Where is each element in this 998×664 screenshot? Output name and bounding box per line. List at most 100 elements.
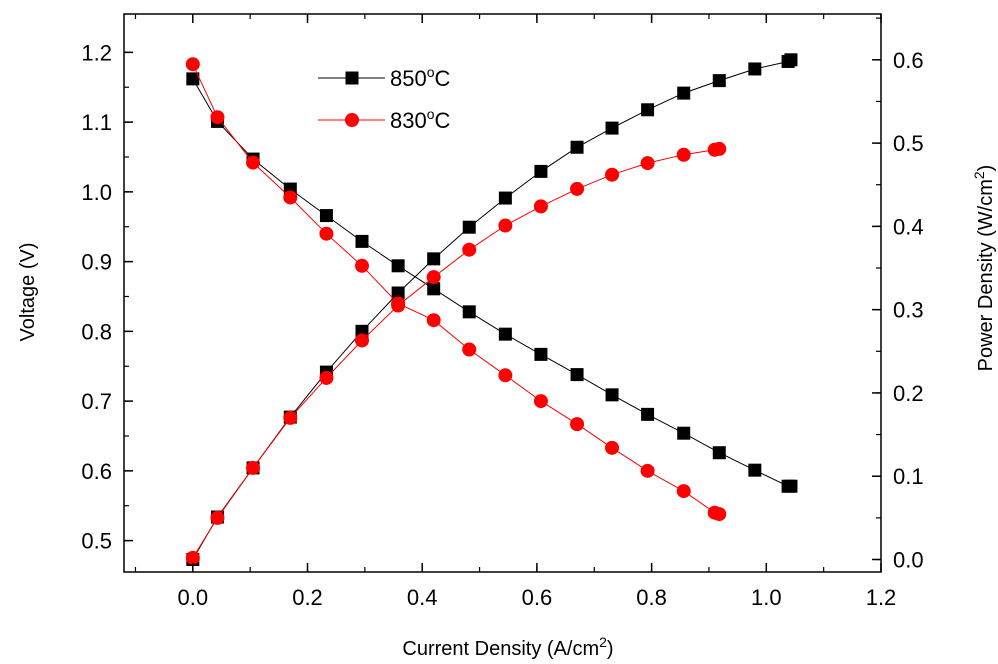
series-line xyxy=(192,148,720,559)
y2-tick-label: 0.0 xyxy=(893,548,924,573)
legend-label: 830oC xyxy=(390,106,451,133)
data-point-square xyxy=(784,479,798,493)
y-tick-label: 1.0 xyxy=(81,180,112,205)
x-tick-label: 1.2 xyxy=(866,585,897,610)
series-line xyxy=(192,59,792,560)
data-point-square xyxy=(712,74,726,88)
data-point-square xyxy=(570,368,584,382)
series-850-right xyxy=(186,53,798,567)
data-point-circle xyxy=(462,342,477,357)
data-point-circle xyxy=(533,199,548,214)
data-point-square xyxy=(641,407,655,421)
y-axis-label: Voltage (V) xyxy=(17,243,39,342)
y-tick-label: 0.7 xyxy=(81,389,112,414)
data-point-circle xyxy=(712,141,727,156)
series-line xyxy=(192,63,720,515)
data-point-circle xyxy=(391,298,406,313)
y2-tick-label: 0.4 xyxy=(893,214,924,239)
data-point-circle xyxy=(185,550,200,565)
data-point-square xyxy=(712,446,726,460)
data-point-circle xyxy=(640,156,655,171)
data-point-square xyxy=(345,71,359,85)
y-tick-label: 0.5 xyxy=(81,529,112,554)
data-point-square xyxy=(462,220,476,234)
data-point-circle xyxy=(210,110,225,125)
data-point-square xyxy=(570,140,584,154)
data-point-square xyxy=(677,426,691,440)
y2-tick-label: 0.6 xyxy=(893,48,924,73)
data-point-circle xyxy=(319,226,334,241)
x-tick-label: 0.0 xyxy=(178,585,209,610)
series-830-left xyxy=(185,57,727,522)
data-point-circle xyxy=(676,147,691,162)
data-point-circle xyxy=(605,167,620,182)
x-axis-label: Current Density (A/cm2) xyxy=(402,634,613,660)
data-point-circle xyxy=(283,190,298,205)
data-point-square xyxy=(462,305,476,319)
data-point-square xyxy=(748,463,762,477)
data-point-square xyxy=(498,327,512,341)
data-point-square xyxy=(534,164,548,178)
y-tick-label: 1.2 xyxy=(81,40,112,65)
y2-axis-label: Power Density (W/cm2) xyxy=(971,165,997,372)
data-point-square xyxy=(605,388,619,402)
y2-tick-label: 0.5 xyxy=(893,131,924,156)
legend-entry: 830oC xyxy=(318,106,451,133)
data-point-circle xyxy=(210,510,225,525)
data-point-circle xyxy=(712,507,727,522)
y-tick-label: 1.1 xyxy=(81,110,112,135)
data-point-circle xyxy=(462,242,477,257)
data-point-circle xyxy=(498,218,513,233)
data-point-circle xyxy=(570,417,585,432)
data-point-square xyxy=(784,53,798,67)
data-point-square xyxy=(641,103,655,117)
data-point-circle xyxy=(640,463,655,478)
data-point-square xyxy=(534,347,548,361)
legend-entry: 850oC xyxy=(318,64,451,91)
data-point-circle xyxy=(246,460,261,475)
data-point-circle xyxy=(426,270,441,285)
y2-tick-label: 0.1 xyxy=(893,464,924,489)
data-point-circle xyxy=(354,258,369,273)
data-point-square xyxy=(427,252,441,266)
data-point-circle xyxy=(345,113,359,127)
data-point-square xyxy=(391,286,405,300)
series-850-left xyxy=(186,72,798,493)
data-point-square xyxy=(186,72,200,86)
x-tick-label: 0.8 xyxy=(636,585,667,610)
data-point-circle xyxy=(498,368,513,383)
data-point-square xyxy=(427,282,441,296)
data-point-square xyxy=(498,191,512,205)
data-point-circle xyxy=(533,394,548,409)
y2-tick-label: 0.3 xyxy=(893,298,924,323)
data-point-square xyxy=(319,209,333,223)
data-point-square xyxy=(748,62,762,76)
x-tick-label: 1.0 xyxy=(751,585,782,610)
data-point-square xyxy=(677,86,691,100)
data-point-square xyxy=(605,121,619,135)
data-point-square xyxy=(391,259,405,273)
data-point-circle xyxy=(185,57,200,72)
x-tick-label: 0.6 xyxy=(522,585,553,610)
data-point-circle xyxy=(354,333,369,348)
data-point-circle xyxy=(283,410,298,425)
data-point-circle xyxy=(605,440,620,455)
y-tick-label: 0.6 xyxy=(81,459,112,484)
data-point-square xyxy=(355,234,369,248)
tick-layer: 0.0 0.2 0.4 0.6 0.8 1.0 1.2 0.5 0.6 0.7 0.8 0.9 1.0 1… xyxy=(81,14,924,610)
series-line xyxy=(192,78,791,487)
data-point-circle xyxy=(246,155,261,170)
series-830-right xyxy=(185,141,727,565)
y-tick-label: 0.9 xyxy=(81,250,112,275)
y-tick-label: 0.8 xyxy=(81,319,112,344)
data-point-circle xyxy=(676,484,691,499)
data-point-circle xyxy=(319,370,334,385)
x-tick-label: 0.4 xyxy=(407,585,438,610)
plot-frame xyxy=(123,13,882,573)
legend: 850oC 830oC xyxy=(318,64,451,133)
y2-tick-label: 0.2 xyxy=(893,381,924,406)
data-point-circle xyxy=(426,313,441,328)
data-point-circle xyxy=(570,181,585,196)
legend-label: 850oC xyxy=(390,64,451,91)
